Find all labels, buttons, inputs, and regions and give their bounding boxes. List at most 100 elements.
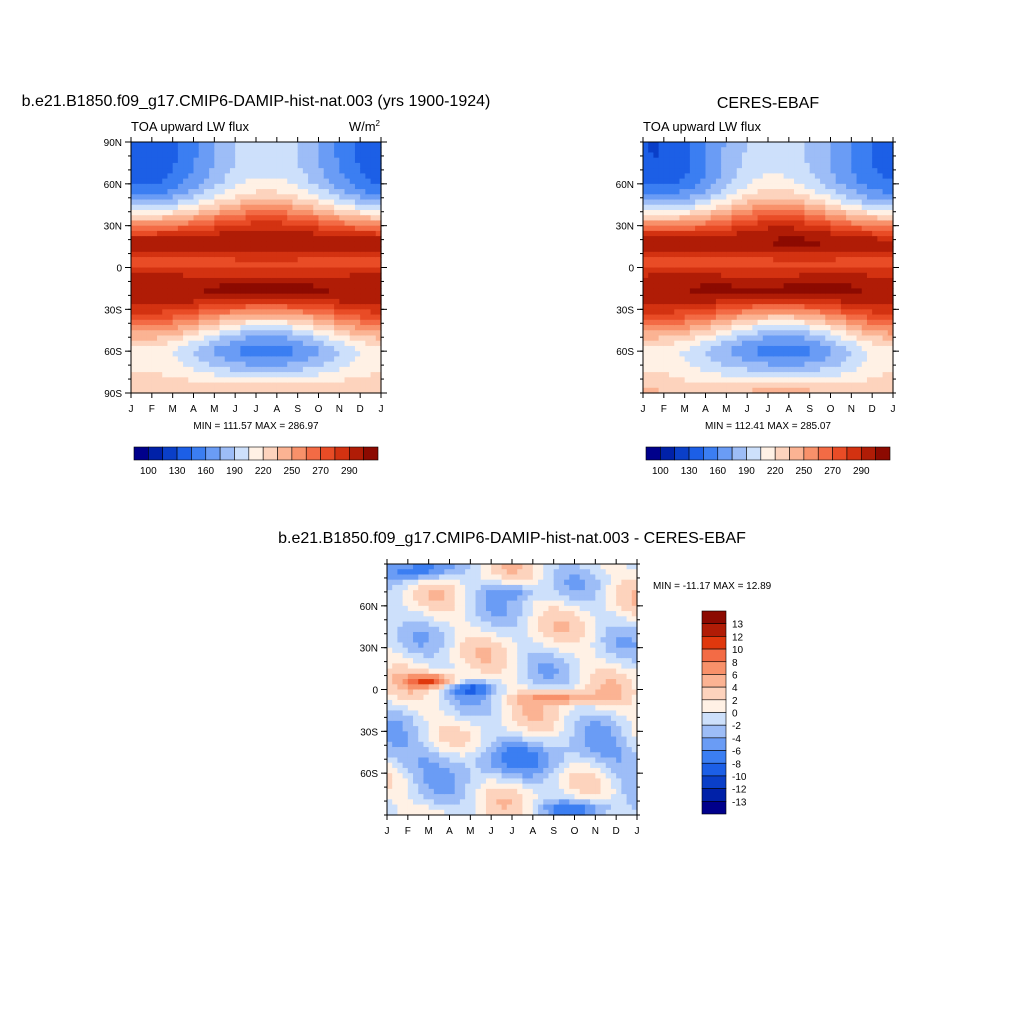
contour-cell bbox=[219, 277, 226, 284]
contour-cell bbox=[302, 194, 309, 201]
contour-cell bbox=[375, 267, 382, 274]
contour-cell bbox=[648, 204, 655, 211]
contour-cell bbox=[292, 288, 299, 295]
contour-cell bbox=[229, 277, 236, 284]
contour-cell bbox=[809, 288, 816, 295]
contour-cell bbox=[250, 335, 257, 342]
contour-cell bbox=[141, 340, 148, 347]
contour-cell bbox=[136, 246, 143, 253]
contour-cell bbox=[715, 325, 722, 331]
contour-cell bbox=[271, 298, 278, 305]
contour-cell bbox=[250, 251, 257, 258]
contour-cell bbox=[674, 335, 681, 342]
contour-cell bbox=[757, 293, 764, 300]
contour-cell bbox=[375, 298, 382, 305]
contour-cell bbox=[877, 162, 884, 169]
contour-cell bbox=[271, 230, 278, 237]
contour-cell bbox=[141, 314, 148, 321]
contour-cell bbox=[658, 173, 665, 180]
contour-cell bbox=[710, 251, 717, 258]
contour-cell bbox=[349, 382, 356, 389]
contour-cell bbox=[658, 387, 665, 394]
contour-cell bbox=[375, 340, 382, 347]
contour-cell bbox=[851, 309, 858, 316]
contour-cell bbox=[302, 372, 309, 378]
contour-cell bbox=[757, 178, 764, 185]
contour-cell bbox=[721, 189, 727, 195]
contour-cell bbox=[292, 372, 299, 378]
contour-cell bbox=[643, 345, 649, 352]
contour-cell bbox=[856, 157, 863, 164]
contour-cell bbox=[726, 215, 733, 222]
contour-cell bbox=[679, 314, 686, 321]
contour-cell bbox=[282, 377, 288, 384]
contour-cell bbox=[674, 251, 681, 258]
contour-cell bbox=[365, 382, 372, 389]
contour-cell bbox=[219, 194, 226, 201]
contour-cell bbox=[146, 293, 153, 300]
contour-cell bbox=[695, 272, 701, 279]
contour-cell bbox=[256, 366, 262, 373]
contour-cell bbox=[323, 183, 330, 190]
contour-cell bbox=[365, 272, 372, 279]
contour-cell bbox=[882, 319, 889, 326]
contour-cell bbox=[240, 340, 247, 347]
contour-cell bbox=[814, 183, 821, 190]
contour-cell bbox=[648, 272, 655, 279]
contour-cell bbox=[387, 590, 393, 596]
contour-cell bbox=[360, 162, 366, 169]
contour-cell bbox=[658, 293, 665, 300]
contour-cell bbox=[365, 283, 372, 290]
contour-cell bbox=[282, 142, 288, 148]
contour-cell bbox=[266, 387, 273, 394]
contour-cell bbox=[773, 246, 780, 253]
contour-cell bbox=[392, 579, 399, 586]
contour-cell bbox=[648, 157, 655, 164]
contour-cell bbox=[715, 194, 722, 201]
contour-cell bbox=[794, 257, 800, 263]
contour-cell bbox=[370, 215, 377, 222]
contour-cell bbox=[365, 246, 372, 253]
contour-cell bbox=[783, 272, 790, 279]
contour-cell bbox=[256, 293, 262, 300]
contour-cell bbox=[354, 257, 361, 263]
contour-cell bbox=[151, 304, 158, 310]
contour-cell bbox=[825, 304, 832, 310]
contour-cell bbox=[193, 356, 200, 363]
contour-cell bbox=[240, 220, 247, 227]
contour-cell bbox=[731, 168, 738, 174]
contour-cell bbox=[851, 236, 858, 242]
contour-cell bbox=[203, 162, 210, 169]
contour-cell bbox=[235, 236, 241, 242]
contour-cell bbox=[820, 204, 826, 211]
contour-cell bbox=[256, 340, 262, 347]
contour-cell bbox=[276, 366, 283, 373]
contour-cell bbox=[219, 262, 226, 269]
contour-cell bbox=[747, 209, 753, 216]
contour-cell bbox=[674, 377, 681, 384]
contour-cell bbox=[752, 230, 759, 237]
contour-cell bbox=[830, 309, 837, 316]
contour-cell bbox=[783, 377, 790, 384]
contour-cell bbox=[240, 366, 247, 373]
contour-cell bbox=[302, 157, 309, 164]
contour-cell bbox=[882, 345, 889, 352]
contour-cell bbox=[877, 382, 884, 389]
contour-cell bbox=[835, 236, 842, 242]
contour-cell bbox=[679, 236, 686, 242]
contour-cell bbox=[313, 162, 320, 169]
contour-cell bbox=[209, 267, 215, 274]
contour-cell bbox=[297, 215, 304, 222]
contour-cell bbox=[648, 345, 655, 352]
contour-cell bbox=[209, 183, 215, 190]
contour-cell bbox=[308, 340, 314, 347]
contour-cell bbox=[177, 288, 184, 295]
contour-cell bbox=[313, 204, 320, 211]
contour-cell bbox=[334, 246, 340, 253]
contour-cell bbox=[731, 372, 738, 378]
contour-cell bbox=[778, 178, 785, 185]
contour-cell bbox=[235, 293, 241, 300]
contour-cell bbox=[726, 277, 733, 284]
contour-cell bbox=[131, 209, 137, 216]
